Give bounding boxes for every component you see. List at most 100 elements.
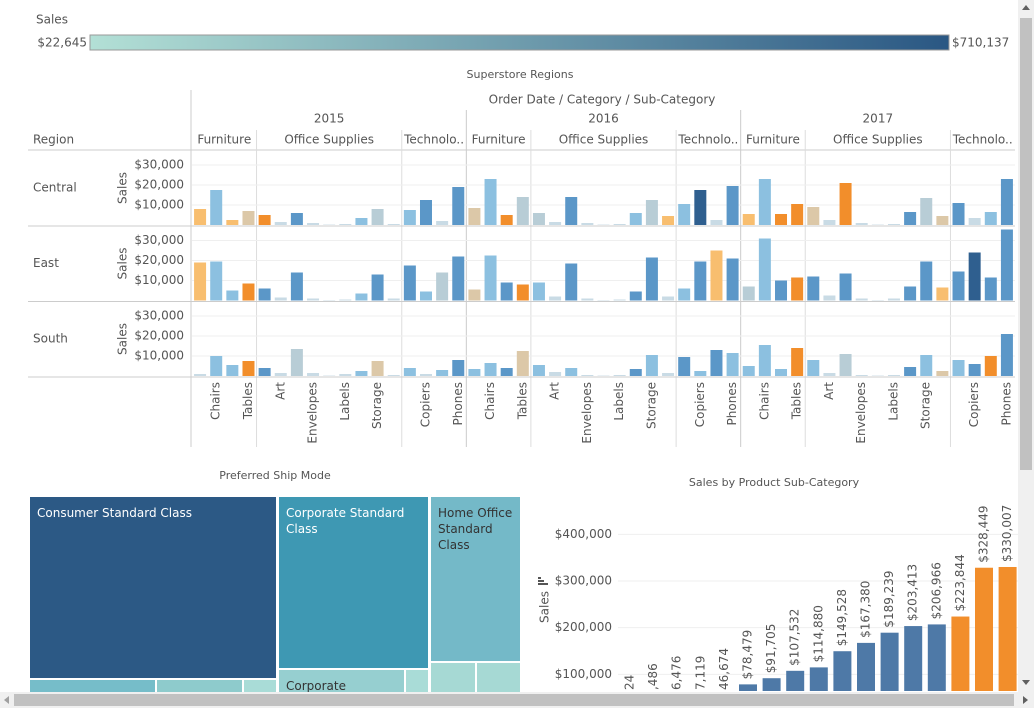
y-tick-label: $20,000 — [134, 253, 184, 267]
bar — [194, 262, 207, 301]
bar — [210, 190, 223, 225]
value-label: $203,413 — [906, 564, 920, 621]
bar — [775, 369, 788, 376]
bar — [516, 197, 529, 225]
bar — [880, 632, 899, 691]
sub-category-label: Copiers — [967, 382, 981, 427]
bar — [726, 186, 739, 225]
bar — [226, 220, 239, 225]
value-label: $167,380 — [859, 581, 873, 638]
y-tick-label: $300,000 — [555, 574, 612, 588]
bar — [290, 213, 303, 225]
year-label: 2016 — [588, 112, 619, 126]
bar — [339, 299, 352, 301]
bar — [855, 375, 868, 376]
bar — [662, 216, 675, 225]
vertical-scrollbar[interactable] — [1018, 0, 1034, 692]
bar — [984, 277, 997, 301]
treemap-cell: Corporate Standard Class — [279, 497, 428, 668]
legend-max-label: $710,137 — [952, 36, 1009, 50]
year-label: 2017 — [863, 112, 894, 126]
bar — [339, 374, 352, 376]
value-label: 46,674 — [717, 648, 731, 690]
bar — [855, 298, 868, 301]
sub-category-label: Art — [548, 382, 562, 400]
bar — [468, 369, 481, 376]
sub-category-label: Envelopes — [580, 382, 594, 444]
bar — [920, 261, 933, 301]
y-tick-label: $200,000 — [555, 620, 612, 634]
bar — [274, 373, 287, 376]
sub-category-label: Chairs — [483, 382, 497, 420]
bar — [387, 375, 400, 376]
bar — [904, 286, 917, 301]
bar — [855, 223, 868, 225]
treemap-label: Corporate — [286, 679, 346, 693]
bar — [419, 374, 432, 376]
bar — [694, 190, 707, 225]
color-ramp — [89, 34, 950, 51]
bar — [726, 258, 739, 301]
bar — [516, 351, 529, 376]
treemap-title: Preferred Ship Mode — [219, 469, 331, 482]
bar — [532, 365, 545, 376]
region-label: South — [33, 332, 68, 346]
bar — [258, 215, 271, 225]
bar — [762, 678, 781, 691]
scroll-up-arrow[interactable] — [1022, 5, 1030, 10]
sub-category-label: Tables — [241, 382, 255, 420]
bar — [226, 290, 239, 301]
sub-category-label: Labels — [338, 382, 352, 421]
y-axis-label: Sales — [116, 172, 130, 204]
sub-category-label: Phones — [999, 382, 1013, 425]
scroll-thumb[interactable] — [14, 694, 1014, 706]
bar — [613, 224, 626, 225]
bar — [194, 374, 207, 376]
bar — [710, 350, 723, 376]
bar — [775, 214, 788, 225]
bar — [565, 263, 578, 301]
bar — [904, 367, 917, 376]
bar — [403, 368, 416, 376]
bar — [194, 209, 207, 225]
y-tick-label: $30,000 — [134, 158, 184, 172]
sub-category-label: Copiers — [418, 382, 432, 427]
bar — [549, 372, 562, 376]
sub-category-label: Tables — [790, 382, 804, 420]
bar — [975, 567, 993, 691]
sub-category-label: Art — [822, 382, 836, 400]
scroll-left-arrow[interactable] — [4, 696, 9, 704]
bar — [307, 298, 320, 301]
bar — [791, 204, 804, 225]
bar — [532, 213, 545, 225]
bar — [694, 261, 707, 301]
treemap-label: Consumer Standard Class — [37, 506, 192, 520]
bar — [468, 289, 481, 301]
bar — [403, 265, 416, 301]
legend-min-label: $22,645 — [37, 36, 87, 50]
scroll-down-arrow[interactable] — [1022, 680, 1030, 685]
bar — [726, 353, 739, 376]
value-label: $107,532 — [788, 609, 802, 666]
bar — [807, 360, 820, 376]
bar — [807, 276, 820, 301]
bar — [887, 224, 900, 225]
scroll-right-arrow[interactable] — [1023, 696, 1028, 704]
bar — [791, 348, 804, 376]
bar — [951, 616, 970, 691]
category-label: Technolo.. — [952, 133, 1013, 147]
column-header: Order Date / Category / Sub-Category — [489, 93, 716, 107]
bar — [565, 368, 578, 376]
scroll-thumb[interactable] — [1020, 18, 1032, 470]
y-tick-label: $400,000 — [555, 527, 612, 541]
sub-category-label: Labels — [612, 382, 626, 421]
sub-category-label: Envelopes — [306, 382, 320, 444]
horizontal-scrollbar[interactable] — [0, 692, 1034, 708]
value-label: $78,479 — [741, 630, 755, 680]
y-tick-label: $30,000 — [134, 309, 184, 323]
value-label: ,486 — [646, 663, 660, 690]
sub-category-label: Phones — [451, 382, 465, 425]
bar — [290, 349, 303, 376]
bar — [645, 355, 658, 376]
bar — [839, 183, 852, 225]
